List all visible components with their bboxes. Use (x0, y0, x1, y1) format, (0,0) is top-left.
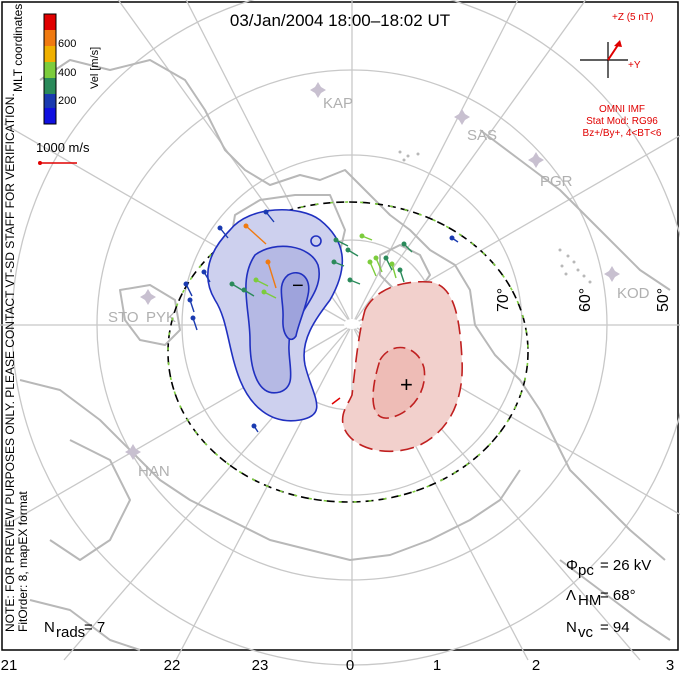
svg-text:Λ: Λ (566, 587, 576, 604)
radar-label-kap: KAP (323, 95, 353, 112)
stat-phi: Φ pc = 26 kV (566, 557, 651, 579)
svg-text:vc: vc (578, 624, 594, 641)
svg-text:HM: HM (578, 592, 601, 609)
scatter-dots (398, 150, 592, 284)
mlt-tick-label: 22 (164, 657, 181, 674)
svg-text:N: N (566, 619, 577, 636)
hm-boundary (167, 201, 529, 503)
coastline-scandinavia (119, 284, 181, 346)
negative-marker: − (292, 275, 304, 297)
mlt-line-23 (175, 324, 353, 661)
positive-cell-inner (372, 346, 426, 419)
stat-nrads: N rads = 7 (44, 619, 105, 641)
velocity-vectors (183, 209, 459, 433)
radar-label-pgr: PGR (540, 173, 573, 190)
coastline-south-west (29, 599, 141, 651)
svg-text:= 7: = 7 (84, 619, 105, 636)
svg-text:Φ: Φ (566, 557, 578, 574)
mlt-tick-label: 1 (433, 657, 441, 674)
coordinate-system-label: MLT coordinates (11, 4, 25, 92)
svg-text:N: N (44, 619, 55, 636)
preview-note: NOTE: FOR PREVIEW PURPOSES ONLY. PLEASE … (3, 93, 17, 632)
lat-label-70: 70° (495, 288, 512, 312)
radar-label-han: HAN (138, 463, 170, 480)
mlt-tick-label: 21 (1, 657, 18, 674)
colorbar-segment (44, 30, 56, 46)
colorbar-segment (44, 14, 56, 30)
radar-marker-kap (310, 82, 326, 98)
imf-y-label: +Y (628, 60, 641, 71)
radar-marker-sto (140, 289, 156, 305)
colorbar-segment (44, 78, 56, 94)
svg-text:= 68°: = 68° (600, 587, 636, 604)
coastline-north-america (39, 59, 666, 561)
coastline-south-east (559, 559, 671, 641)
velocity-scale-label: 1000 m/s (36, 140, 90, 155)
radar-marker-kod (604, 266, 620, 282)
colorbar-segment (44, 62, 56, 78)
radar-label-pyk: PYK (146, 309, 176, 326)
colorbar-segment (44, 46, 56, 62)
svg-text:pc: pc (578, 562, 594, 579)
colorbar-label: Vel [m/s] (89, 47, 101, 89)
imf-model-title: OMNI IMF (599, 104, 645, 115)
fit-order-label: FitOrder: 8, mapEX format (16, 491, 30, 632)
colorbar-segment (44, 94, 56, 108)
mlt-tick-label: 3 (666, 657, 674, 674)
colorbar-tick-600: 600 (58, 38, 76, 50)
mlt-tick-label: 0 (346, 657, 354, 674)
coastline-north-east (479, 129, 671, 291)
cusp-notch (344, 319, 360, 329)
mlt-line-22 (63, 324, 353, 661)
velocity-scale-vector (38, 161, 77, 165)
radar-marker-sas (454, 109, 470, 125)
imf-bins: Bz+/By+, 4<BT<6 (583, 128, 662, 139)
mlt-tick-label: 23 (252, 657, 269, 674)
negative-cell-small-loop (310, 235, 322, 247)
negative-cell (207, 208, 344, 422)
mlt-axis: 21 22 23 0 1 2 3 (1, 657, 675, 674)
radar-label-kod: KOD (617, 285, 650, 302)
imf-dial (580, 40, 628, 78)
stat-lambda: Λ HM = 68° (566, 587, 636, 609)
imf-z-label: +Z (5 nT) (612, 12, 653, 23)
radar-label-sto: STO (108, 309, 139, 326)
svg-text:= 94: = 94 (600, 619, 630, 636)
positive-cell (341, 280, 463, 453)
colorbar: 600 400 200 Vel [m/s] (43, 13, 101, 125)
coastline-eurasia (19, 379, 521, 561)
radar-marker-han (125, 444, 141, 460)
imf-model: Stat Mod: RG96 (586, 116, 658, 127)
svg-text:rads: rads (56, 624, 85, 641)
colorbar-tick-200: 200 (58, 95, 76, 107)
radar-markers (125, 82, 620, 460)
radar-marker-pgr (528, 152, 544, 168)
lat-label-50: 50° (655, 288, 672, 312)
positive-marker: + (400, 372, 413, 397)
stat-nvc: N vc = 94 (566, 619, 630, 641)
colorbar-segment (44, 108, 56, 124)
colorbar-tick-400: 400 (58, 67, 76, 79)
lat-label-60: 60° (577, 288, 594, 312)
map-title: 03/Jan/2004 18:00–18:02 UT (230, 11, 450, 30)
mlt-tick-label: 2 (532, 657, 540, 674)
svg-text:= 26 kV: = 26 kV (600, 557, 651, 574)
mlt-line-13 (351, 0, 519, 326)
mlt-line-14 (351, 0, 587, 326)
negative-cell-inner (280, 271, 310, 341)
radar-label-sas: SAS (467, 127, 497, 144)
coastline-europe (49, 439, 131, 561)
plot-frame (1, 1, 679, 651)
